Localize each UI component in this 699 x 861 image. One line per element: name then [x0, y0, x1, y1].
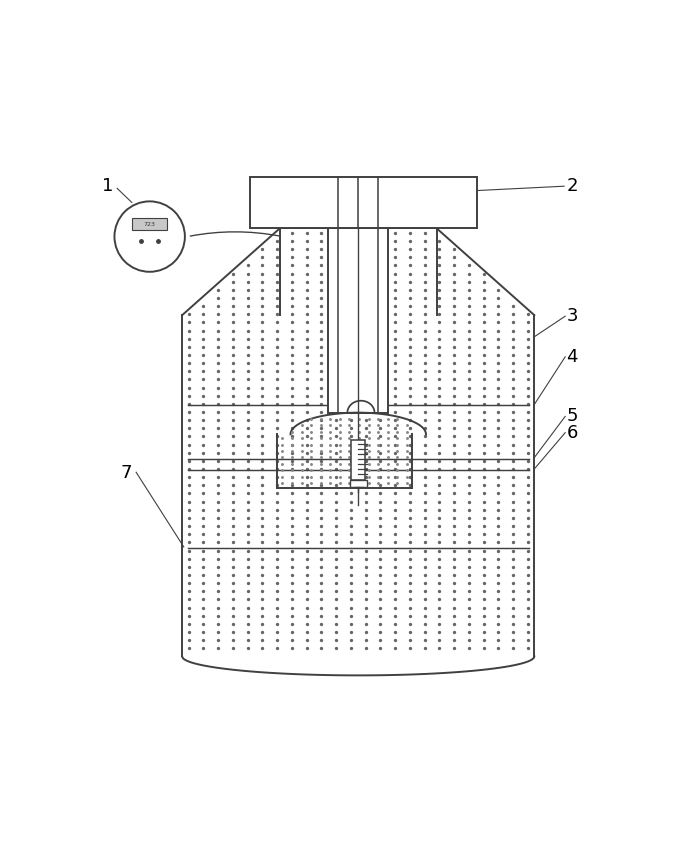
Text: 3: 3: [566, 307, 578, 325]
Circle shape: [115, 202, 185, 272]
Text: 7: 7: [121, 464, 132, 481]
Text: 5: 5: [566, 407, 578, 424]
Text: 4: 4: [566, 347, 578, 365]
Bar: [250, 177, 477, 229]
Text: 1: 1: [102, 177, 114, 195]
Bar: [350, 480, 367, 487]
Bar: [351, 440, 366, 480]
Bar: [132, 219, 167, 231]
Text: 6: 6: [566, 423, 578, 441]
Text: 723: 723: [144, 222, 156, 227]
Text: 2: 2: [566, 177, 578, 195]
Bar: [329, 229, 388, 413]
